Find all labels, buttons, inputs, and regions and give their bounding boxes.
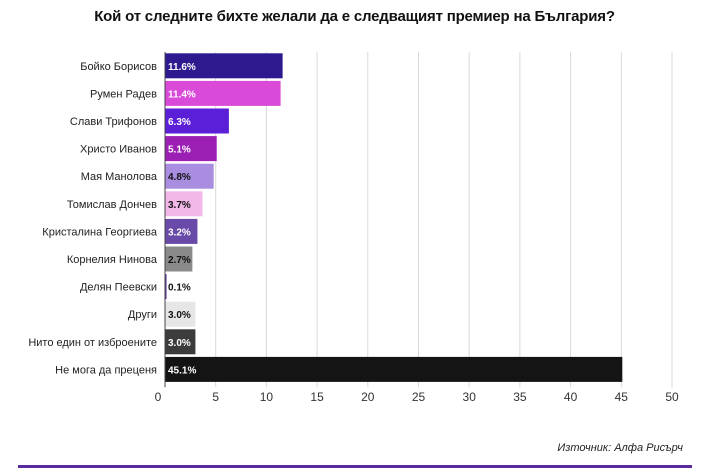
category-label: Кристалина Георгиева	[42, 226, 158, 238]
value-label: 5.1%	[168, 145, 191, 156]
source-note: Източник: Алфа Рисърч	[557, 442, 683, 454]
category-label: Христо Иванов	[80, 144, 157, 156]
x-tick-label: 5	[212, 390, 219, 404]
category-label: Бойко Борисов	[80, 61, 157, 73]
category-label: Мая Манолова	[81, 171, 158, 183]
x-tick-label: 10	[260, 390, 274, 404]
x-tick-label: 35	[513, 390, 527, 404]
x-tick-label: 15	[310, 390, 324, 404]
x-tick-label: 50	[665, 390, 679, 404]
bar	[165, 246, 193, 272]
chart-title: Кой от следните бихте желали да е следва…	[94, 8, 615, 25]
category-label: Корнелия Нинова	[67, 254, 158, 266]
bar	[165, 163, 214, 189]
x-tick-label: 0	[155, 390, 162, 404]
value-label: 45.1%	[168, 365, 196, 376]
category-label: Делян Пеевски	[80, 282, 157, 294]
bar	[165, 136, 217, 162]
bar	[165, 218, 198, 244]
x-tick-label: 30	[463, 390, 477, 404]
category-label: Румен Радев	[90, 88, 157, 100]
value-label: 11.6%	[168, 62, 196, 73]
value-label: 3.7%	[168, 200, 191, 211]
bottom-rule	[18, 465, 692, 468]
x-tick-label: 40	[564, 390, 578, 404]
category-label: Томислав Дончев	[67, 199, 157, 211]
category-label: Слави Трифонов	[70, 116, 157, 128]
value-label: 2.7%	[168, 255, 191, 266]
bar	[165, 329, 196, 355]
value-label: 3.0%	[168, 338, 191, 349]
bar	[165, 53, 283, 79]
value-label: 3.2%	[168, 227, 191, 238]
value-label: 4.8%	[168, 172, 191, 183]
value-label: 11.4%	[168, 89, 196, 100]
bar	[165, 356, 623, 382]
x-tick-label: 45	[615, 390, 629, 404]
category-label: Нито един от изброените	[28, 337, 157, 349]
bar	[165, 108, 229, 134]
x-tick-label: 25	[412, 390, 426, 404]
bar	[165, 274, 167, 300]
value-label: 6.3%	[168, 117, 191, 128]
bar	[165, 80, 281, 106]
x-tick-label: 20	[361, 390, 375, 404]
bar	[165, 301, 196, 327]
value-label: 3.0%	[168, 310, 191, 321]
value-label: 0.1%	[168, 283, 191, 294]
category-label: Други	[128, 309, 157, 321]
category-label: Не мога да преценя	[55, 364, 157, 376]
bar	[165, 191, 203, 217]
